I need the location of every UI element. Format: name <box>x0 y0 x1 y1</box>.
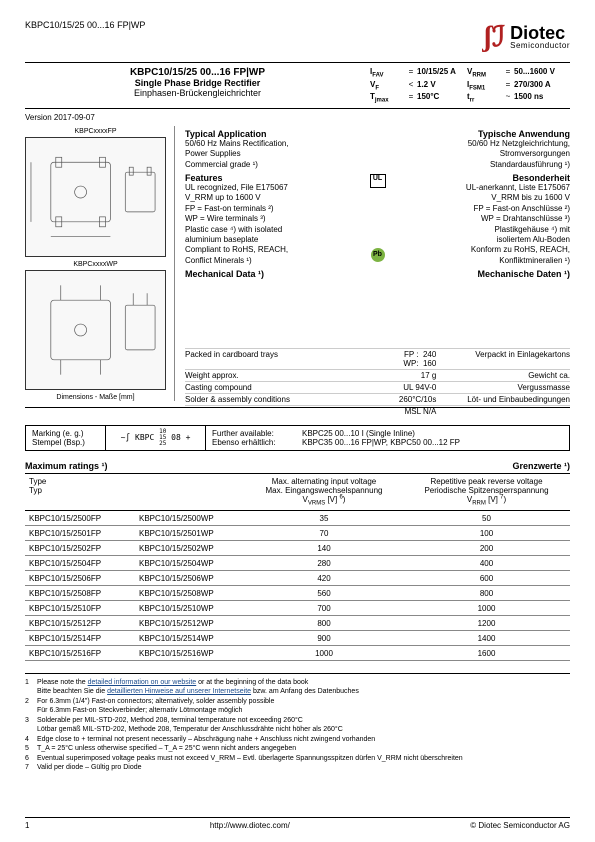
col2-de: Max. Eingangswechselspannung <box>266 486 383 495</box>
table-row: KBPC10/15/2504FPKBPC10/15/2504WP280400 <box>25 556 570 571</box>
info-line: V_RRM bis zu 1600 V <box>392 193 571 203</box>
info-line: Compliant to RoHS, REACH, <box>185 245 364 255</box>
header-part-number: KBPC10/15/25 00...16 FP|WP <box>25 20 145 30</box>
version-label: Version 2017-09-07 <box>25 113 570 122</box>
avail-en: Further available: <box>212 429 274 438</box>
col3-de: Periodische Spitzensperrspannung <box>424 486 548 495</box>
avail-v2: KBPC35 00...16 FP|WP, KBPC50 00...12 FP <box>302 438 460 447</box>
logo-icon: ʃℐ <box>484 20 506 54</box>
col2-sym: VVRMS [V] 6) <box>303 495 346 504</box>
info-line: Plastic case ⁴) with isolated <box>185 225 364 235</box>
feat-head-en: Features <box>185 173 364 183</box>
mech-row: MSL N/A <box>185 405 570 417</box>
title-bar: KBPC10/15/25 00...16 FP|WP Single Phase … <box>25 62 570 109</box>
avail-v1: KBPC25 00...10 I (Single Inline) <box>302 429 415 438</box>
logo-main-text: Diotec <box>510 24 570 42</box>
diagram-wp-image <box>25 270 166 390</box>
footnote: 6 Eventual superimposed voltage peaks mu… <box>25 754 570 763</box>
table-row: KBPC10/15/2512FPKBPC10/15/2512WP8001200 <box>25 616 570 631</box>
info-line: Power Supplies <box>185 149 364 159</box>
info-line: WP = Wire terminals ³) <box>185 214 364 224</box>
diagram-fp-image <box>25 137 166 257</box>
table-row: KBPC10/15/2516FPKBPC10/15/2516WP10001600 <box>25 646 570 661</box>
info-line: Commercial grade ¹) <box>185 160 364 170</box>
feat-head-de: Besonderheit <box>392 173 571 183</box>
table-row: KBPC10/15/2501FPKBPC10/15/2501WP70100 <box>25 526 570 541</box>
info-line: Stromversorgungen <box>392 149 571 159</box>
title-params: IFAV=10/15/25 AVRRM=50...1600 VVF<1.2 VI… <box>370 67 570 104</box>
mech-head-de: Mechanische Daten ¹) <box>392 269 571 279</box>
dimensions-label: Dimensions - Maße [mm] <box>25 394 166 401</box>
ratings-head-de: Grenzwerte ¹) <box>512 461 570 471</box>
ul-icon: UL <box>370 174 386 188</box>
table-row: KBPC10/15/2510FPKBPC10/15/2510WP7001000 <box>25 601 570 616</box>
info-line: FP = Fast-on Anschlüsse ²) <box>392 204 571 214</box>
info-line: isoliertem Alu-Boden <box>392 235 571 245</box>
info-line: aluminium baseplate <box>185 235 364 245</box>
info-line: Conflict Minerals ¹) <box>185 256 364 266</box>
title-sub-de: Einphasen-Brückengleichrichter <box>25 88 370 98</box>
footer-copyright: © Diotec Semiconductor AG <box>470 821 570 830</box>
table-row: KBPC10/15/2502FPKBPC10/15/2502WP140200 <box>25 541 570 556</box>
diagram-area: KBPCxxxxFP KBPCxxxxWP Dimen <box>25 126 175 401</box>
marking-label-en: Marking (e. g.) <box>32 429 84 438</box>
footnote: 2 For 6.3mm (1/4") Fast-on connectors; a… <box>25 697 570 716</box>
mech-head-en: Mechanical Data ¹) <box>185 269 364 279</box>
diagram-fp-label: KBPCxxxxFP <box>25 128 166 135</box>
mech-row: Weight approx.17 gGewicht ca. <box>185 369 570 381</box>
info-line: UL recognized, File E175067 <box>185 183 364 193</box>
footnote: 1 Please note the detailed information o… <box>25 678 570 697</box>
ratings-head-en: Maximum ratings ¹) <box>25 461 108 471</box>
mech-row: Packed in cardboard traysFP : 240 WP: 16… <box>185 348 570 369</box>
footnote: 7 Valid per diode – Gültig pro Diode <box>25 763 570 772</box>
footer-url: http://www.diotec.com/ <box>210 821 290 830</box>
mech-row: Solder & assembly conditions260°C/10sLöt… <box>185 393 570 405</box>
col3-sym: VRRM [V] 7) <box>467 495 506 504</box>
footnote: 4 Edge close to + terminal not present n… <box>25 735 570 744</box>
company-logo: ʃℐ Diotec Semiconductor <box>484 20 570 54</box>
table-row: KBPC10/15/2506FPKBPC10/15/2506WP420600 <box>25 571 570 586</box>
info-line: Plastikgehäuse ⁴) mit <box>392 225 571 235</box>
ratings-table: Type Typ Max. alternating input voltage … <box>25 474 570 661</box>
info-line: UL-anerkannt, Liste E175067 <box>392 183 571 193</box>
col2-en: Max. alternating input voltage <box>272 477 377 486</box>
pb-free-icon: Pb <box>371 248 385 262</box>
info-line: Konform zu RoHS, REACH, <box>392 245 571 255</box>
page-footer: 1 http://www.diotec.com/ © Diotec Semico… <box>25 817 570 830</box>
table-row: KBPC10/15/2508FPKBPC10/15/2508WP560800 <box>25 586 570 601</box>
title-main: KBPC10/15/25 00...16 FP|WP <box>25 67 370 78</box>
ratings-header: Maximum ratings ¹) Grenzwerte ¹) <box>25 461 570 474</box>
info-line: Konfliktmineralien ¹) <box>392 256 571 266</box>
page-header: KBPC10/15/25 00...16 FP|WP ʃℐ Diotec Sem… <box>25 20 570 54</box>
col3-en: Repetitive peak reverse voltage <box>430 477 542 486</box>
diagram-wp-label: KBPCxxxxWP <box>25 261 166 268</box>
info-line: 50/60 Hz Mains Rectification, <box>185 139 364 149</box>
app-head-de: Typische Anwendung <box>392 129 571 139</box>
mechanical-table: Packed in cardboard traysFP : 240 WP: 16… <box>185 348 570 417</box>
mech-row: Casting compoundUL 94V-0Vergussmasse <box>185 381 570 393</box>
table-row: KBPC10/15/2500FPKBPC10/15/2500WP3550 <box>25 511 570 526</box>
footnotes: 1 Please note the detailed information o… <box>25 673 570 772</box>
footnote: 3 Solderable per MIL-STD-202, Method 208… <box>25 716 570 735</box>
page-number: 1 <box>25 821 29 830</box>
col-type-en: Type <box>29 477 46 486</box>
footnote: 5 T_A = 25°C unless otherwise specified … <box>25 744 570 753</box>
marking-stamp: ~∫ KBPC 101525 08 + <box>121 433 191 442</box>
avail-de: Ebenso erhältlich: <box>212 438 276 447</box>
info-line: Standardausführung ¹) <box>392 160 571 170</box>
info-line: 50/60 Hz Netzgleichrichtung, <box>392 139 571 149</box>
col-type-de: Typ <box>29 486 42 495</box>
info-line: WP = Drahtanschlüsse ³) <box>392 214 571 224</box>
info-line: V_RRM up to 1600 V <box>185 193 364 203</box>
table-row: KBPC10/15/2514FPKBPC10/15/2514WP9001400 <box>25 631 570 646</box>
marking-label-de: Stempel (Bsp.) <box>32 438 85 447</box>
app-head-en: Typical Application <box>185 129 364 139</box>
marking-row: Marking (e. g.) Stempel (Bsp.) ~∫ KBPC 1… <box>25 425 570 451</box>
logo-sub-text: Semiconductor <box>510 42 570 50</box>
info-line: FP = Fast-on terminals ²) <box>185 204 364 214</box>
title-sub-en: Single Phase Bridge Rectifier <box>25 78 370 88</box>
